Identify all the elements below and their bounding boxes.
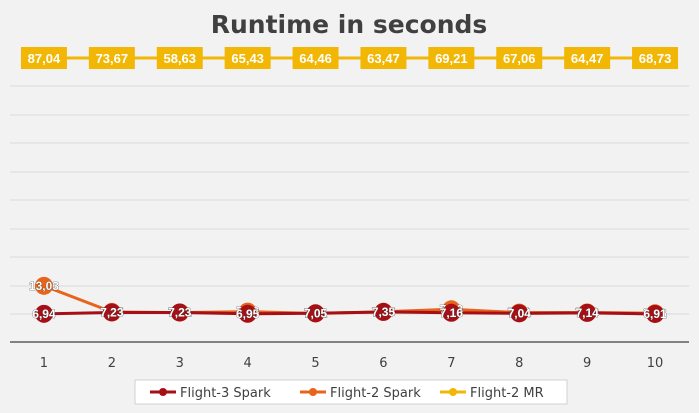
data-label-flight-3-spark: 6,94	[32, 307, 56, 321]
x-tick-label: 2	[108, 356, 116, 371]
data-label-flight-3-spark: 6,91	[643, 307, 667, 321]
data-point-flight-3-spark	[306, 304, 325, 323]
x-tick-label: 7	[447, 356, 455, 371]
series-lines	[43, 284, 656, 316]
legend-marker	[449, 388, 457, 396]
x-tick-label: 8	[515, 356, 523, 371]
data-label-flight-2-mr: 63,47	[367, 51, 400, 66]
x-tick-label: 3	[176, 356, 184, 371]
data-point-flight-3-spark	[374, 302, 393, 321]
data-label-flight-2-mr: 68,73	[639, 51, 672, 66]
data-label-flight-2-mr: 65,43	[231, 51, 264, 66]
x-tick-label: 6	[379, 356, 387, 371]
data-label-flight-3-spark: 7,16	[440, 306, 464, 320]
data-label-box-flight-2-mr	[20, 47, 67, 69]
series-line-flight-3-spark	[43, 310, 656, 316]
data-label-flight-2-mr: 87,04	[28, 51, 61, 66]
data-point-flight-3-spark	[442, 303, 461, 322]
data-label-flight-3-spark: 7,23	[100, 305, 124, 319]
x-tick-label: 10	[647, 356, 664, 371]
data-label-box-flight-2-mr	[496, 47, 543, 69]
x-tick-label: 4	[244, 356, 252, 371]
data-label-flight-3-spark: 7,35	[372, 305, 396, 319]
data-label-box-flight-2-mr	[428, 47, 475, 69]
data-label-box-flight-2-mr	[224, 47, 271, 69]
series-line-flight-2-spark	[43, 284, 656, 315]
data-label-flight-2-mr: 73,67	[96, 51, 129, 66]
data-label-flight-3-spark: 6,95	[236, 307, 260, 321]
data-label-box-flight-2-mr	[632, 47, 679, 69]
data-label-box-flight-2-mr	[360, 47, 407, 69]
data-label-flight-2-mr: 64,47	[571, 51, 604, 66]
data-label-flight-2-mr: 67,06	[503, 51, 536, 66]
legend-marker	[309, 388, 317, 396]
data-label-flight-2-mr: 64,46	[299, 51, 332, 66]
series-points: 13,037,357,217,437,017,387,937,217,237,0…	[29, 276, 667, 323]
data-label-box-flight-2-mr	[564, 47, 611, 69]
data-point-flight-3-spark	[510, 304, 529, 323]
data-label-flight-2-mr: 69,21	[435, 51, 468, 66]
legend-label: Flight-3 Spark	[180, 386, 271, 401]
data-label-flight-2-mr: 58,63	[163, 51, 196, 66]
data-label-flight-3-spark: 7,04	[508, 306, 532, 320]
chart-title: Runtime in seconds	[211, 10, 488, 39]
x-tick-label: 9	[583, 356, 591, 371]
legend-label: Flight-2 Spark	[330, 386, 421, 401]
data-label-box-flight-2-mr	[88, 47, 135, 69]
data-point-flight-3-spark	[646, 304, 665, 323]
legend-label: Flight-2 MR	[470, 386, 544, 401]
data-label-flight-3-spark: 7,23	[168, 305, 192, 319]
legend-marker	[159, 388, 167, 396]
data-point-flight-3-spark	[238, 304, 257, 323]
x-axis-ticks: 1 2 3 4 5 6 7 8 9 10	[40, 356, 664, 371]
x-tick-label: 5	[311, 356, 319, 371]
data-point-flight-3-spark	[578, 303, 597, 322]
data-label-flight-3-spark: 7,14	[575, 306, 599, 320]
mr-series: 87,04 73,67 58,63 65,43 64,46 63,47 69,21 67,06…	[20, 47, 679, 69]
data-label-flight-2-spark: 13,03	[29, 279, 59, 293]
legend: Flight-3 Spark Flight-2 Spark Flight-2 MR	[134, 379, 568, 405]
data-point-flight-3-spark	[34, 304, 53, 323]
data-point-flight-2-spark	[34, 276, 53, 295]
x-tick-label: 1	[40, 356, 48, 371]
data-label-flight-3-spark: 7,05	[304, 306, 328, 320]
data-point-flight-3-spark	[102, 303, 121, 322]
data-label-box-flight-2-mr	[156, 47, 203, 69]
legend-box	[134, 379, 568, 405]
data-label-box-flight-2-mr	[292, 47, 339, 69]
data-point-flight-3-spark	[170, 303, 189, 322]
